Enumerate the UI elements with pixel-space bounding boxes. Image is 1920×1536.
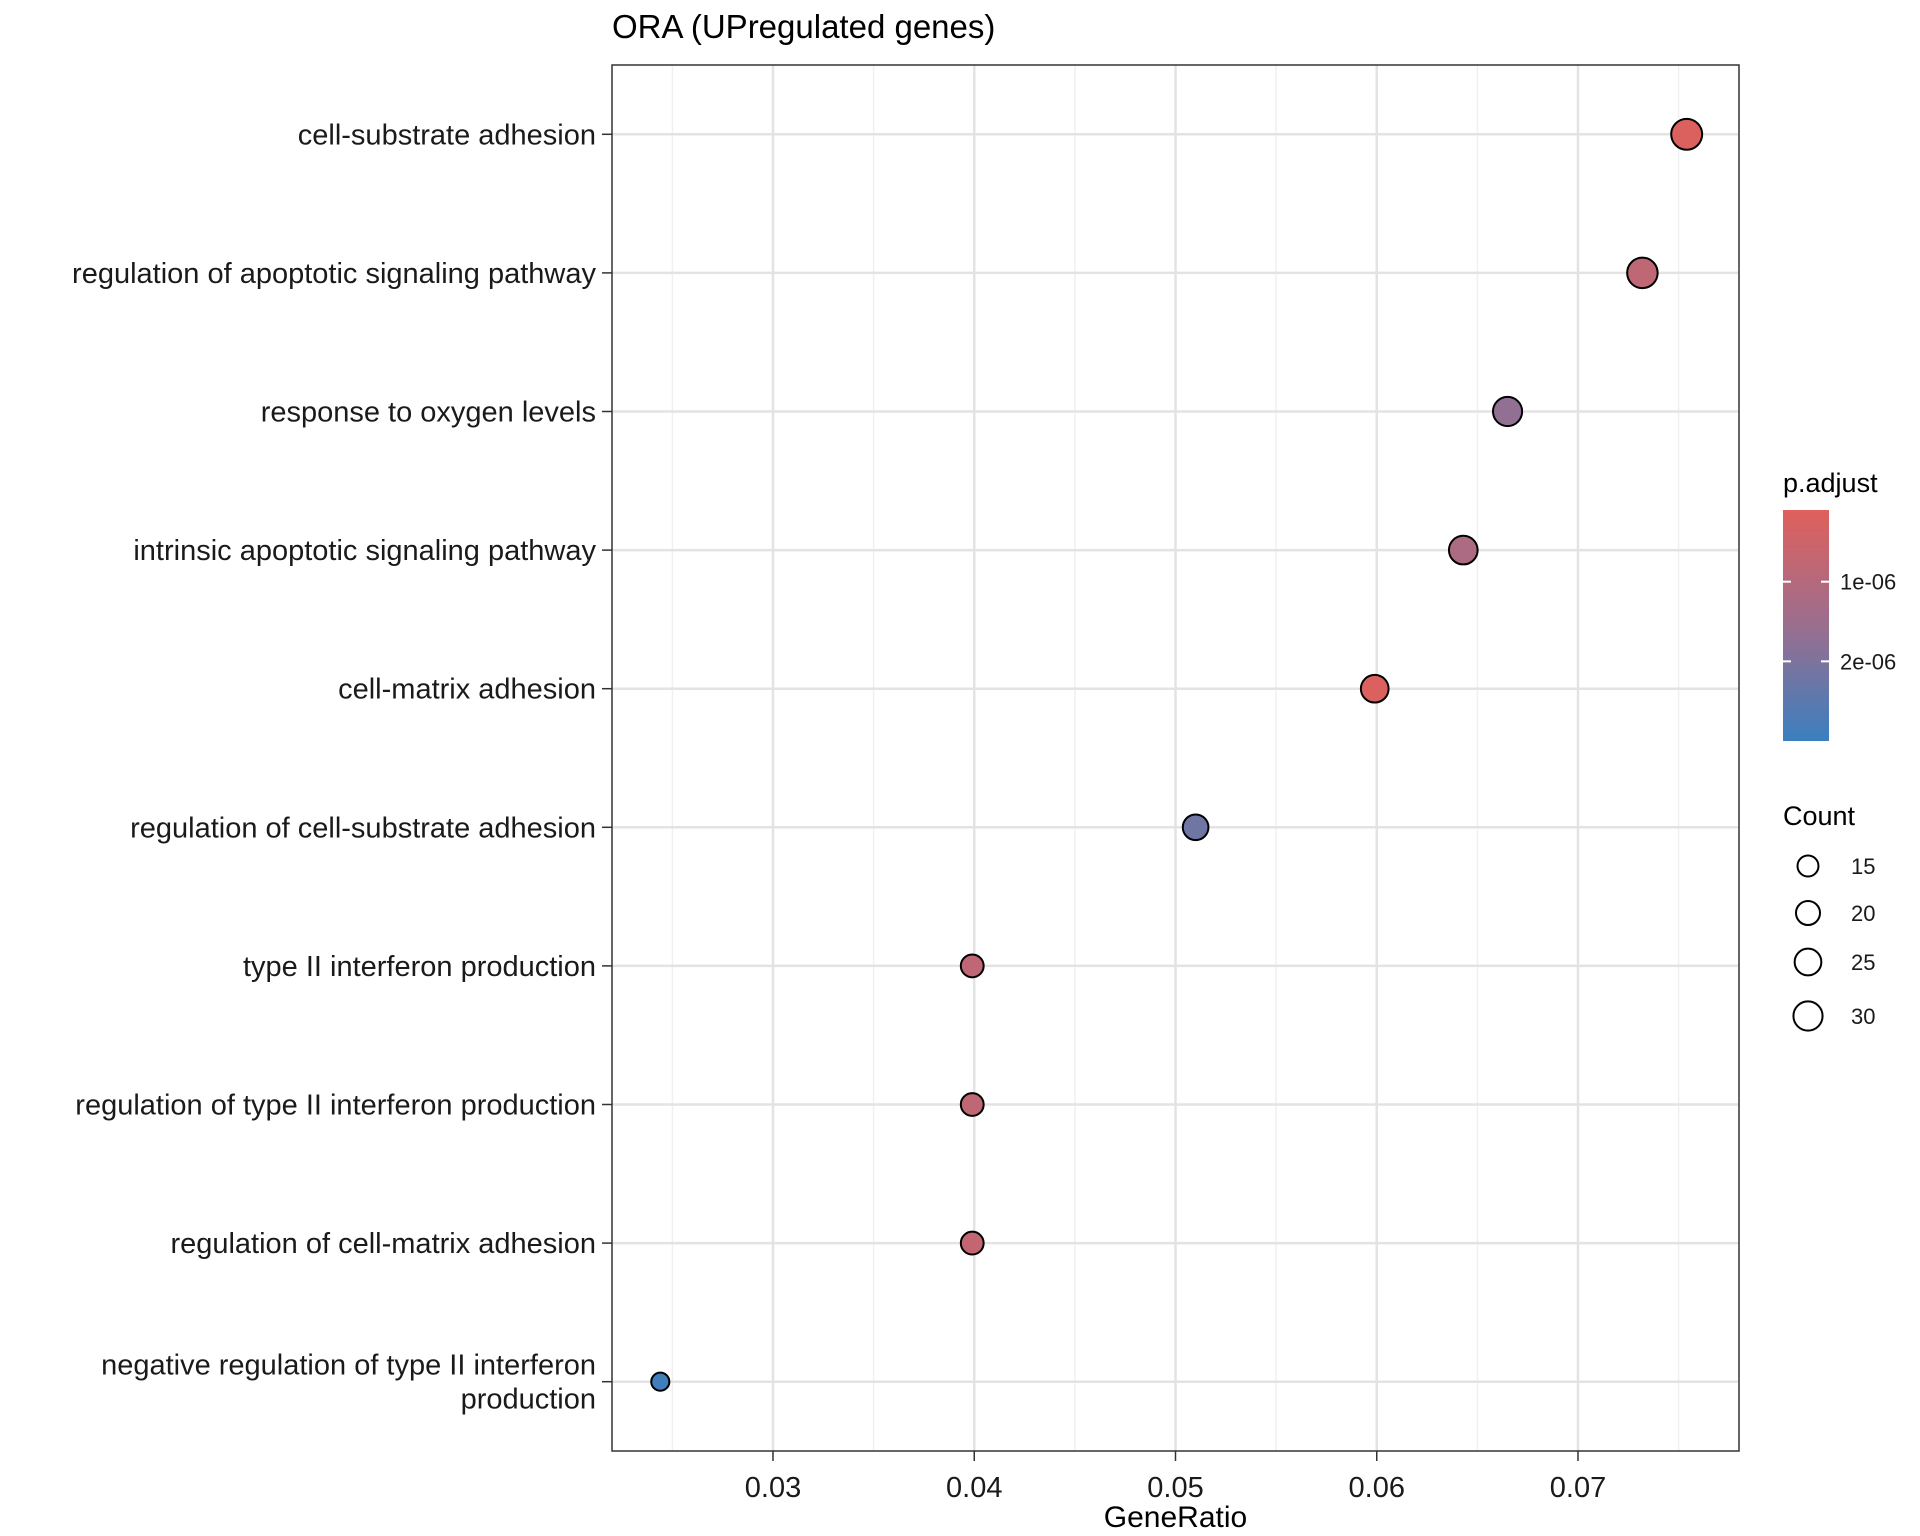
- y-axis: cell-substrate adhesion regulation of apo…: [72, 119, 612, 1416]
- size-legend-key: [1793, 947, 1823, 977]
- x-tick-label: 0.04: [946, 1472, 1002, 1504]
- data-point: [959, 953, 985, 979]
- major-gridlines-x: [771, 65, 1580, 1451]
- size-legend-title: Count: [1783, 801, 1856, 831]
- y-tick-label-line: type II interferon production: [243, 951, 596, 983]
- data-point: [1359, 673, 1390, 704]
- color-legend: p.adjust 1e-06 2e-06: [1783, 468, 1896, 741]
- data-point: [1626, 256, 1659, 290]
- data-point: [1670, 117, 1704, 151]
- y-tick-label: cell-matrix adhesion: [338, 674, 596, 706]
- x-axis-title: GeneRatio: [1104, 1501, 1247, 1534]
- y-tick-label: negative regulation of type II interfero…: [101, 1350, 596, 1416]
- y-tick-label-line: regulation of cell-substrate adhesion: [130, 812, 596, 844]
- data-point: [959, 1092, 985, 1117]
- minor-gridlines: [671, 65, 1680, 1451]
- y-tick-label: type II interferon production: [243, 951, 596, 983]
- major-gridlines-y: [612, 133, 1739, 1383]
- size-legend-key: [1792, 1000, 1824, 1032]
- y-tick-label: regulation of apoptotic signaling pathwa…: [72, 258, 596, 290]
- size-legend: Count 15 20 25 30: [1783, 801, 1875, 1032]
- y-tick-label-line: production: [461, 1384, 596, 1416]
- y-tick-label: regulation of cell-matrix adhesion: [170, 1228, 596, 1260]
- y-tick-label-line: response to oxygen levels: [261, 397, 596, 429]
- color-legend-tick-label: 1e-06: [1840, 570, 1896, 595]
- y-tick-label: response to oxygen levels: [261, 397, 596, 429]
- x-tick-label: 0.05: [1147, 1472, 1203, 1504]
- y-tick-label: regulation of cell-substrate adhesion: [130, 812, 596, 844]
- size-legend-label: 15: [1851, 854, 1875, 879]
- size-legend-label: 25: [1851, 950, 1875, 975]
- data-point: [959, 1230, 985, 1256]
- color-legend-tick-label: 2e-06: [1840, 649, 1896, 674]
- y-tick-label-line: negative regulation of type II interfero…: [101, 1350, 596, 1382]
- chart-title: ORA (UPregulated genes): [612, 8, 995, 45]
- x-axis: 0.03 0.04 0.05 0.06 0.07: [745, 1451, 1606, 1504]
- data-point: [650, 1371, 671, 1392]
- y-tick-label-line: cell-substrate adhesion: [298, 119, 596, 151]
- x-tick-label: 0.06: [1349, 1472, 1405, 1504]
- data-point: [1447, 534, 1479, 566]
- data-point: [1181, 813, 1210, 842]
- y-tick-label: regulation of type II interferon product…: [75, 1090, 596, 1122]
- size-legend-key: [1796, 854, 1820, 878]
- size-legend-label: 20: [1851, 901, 1875, 926]
- data-points: [650, 117, 1704, 1392]
- size-legend-label: 30: [1851, 1004, 1875, 1029]
- data-point: [1491, 395, 1524, 428]
- y-tick-label: cell-substrate adhesion: [298, 119, 596, 151]
- y-tick-label-line: intrinsic apoptotic signaling pathway: [133, 535, 596, 567]
- y-tick-label: intrinsic apoptotic signaling pathway: [133, 535, 596, 567]
- x-tick-label: 0.07: [1550, 1472, 1606, 1504]
- size-legend-key: [1794, 899, 1822, 927]
- x-tick-label: 0.03: [745, 1472, 801, 1504]
- y-tick-label-line: regulation of type II interferon product…: [75, 1090, 596, 1122]
- color-legend-title: p.adjust: [1783, 468, 1878, 498]
- color-legend-bar: [1783, 510, 1829, 741]
- y-tick-label-line: regulation of apoptotic signaling pathwa…: [72, 258, 596, 290]
- y-tick-label-line: cell-matrix adhesion: [338, 674, 596, 706]
- y-tick-label-line: regulation of cell-matrix adhesion: [170, 1228, 596, 1260]
